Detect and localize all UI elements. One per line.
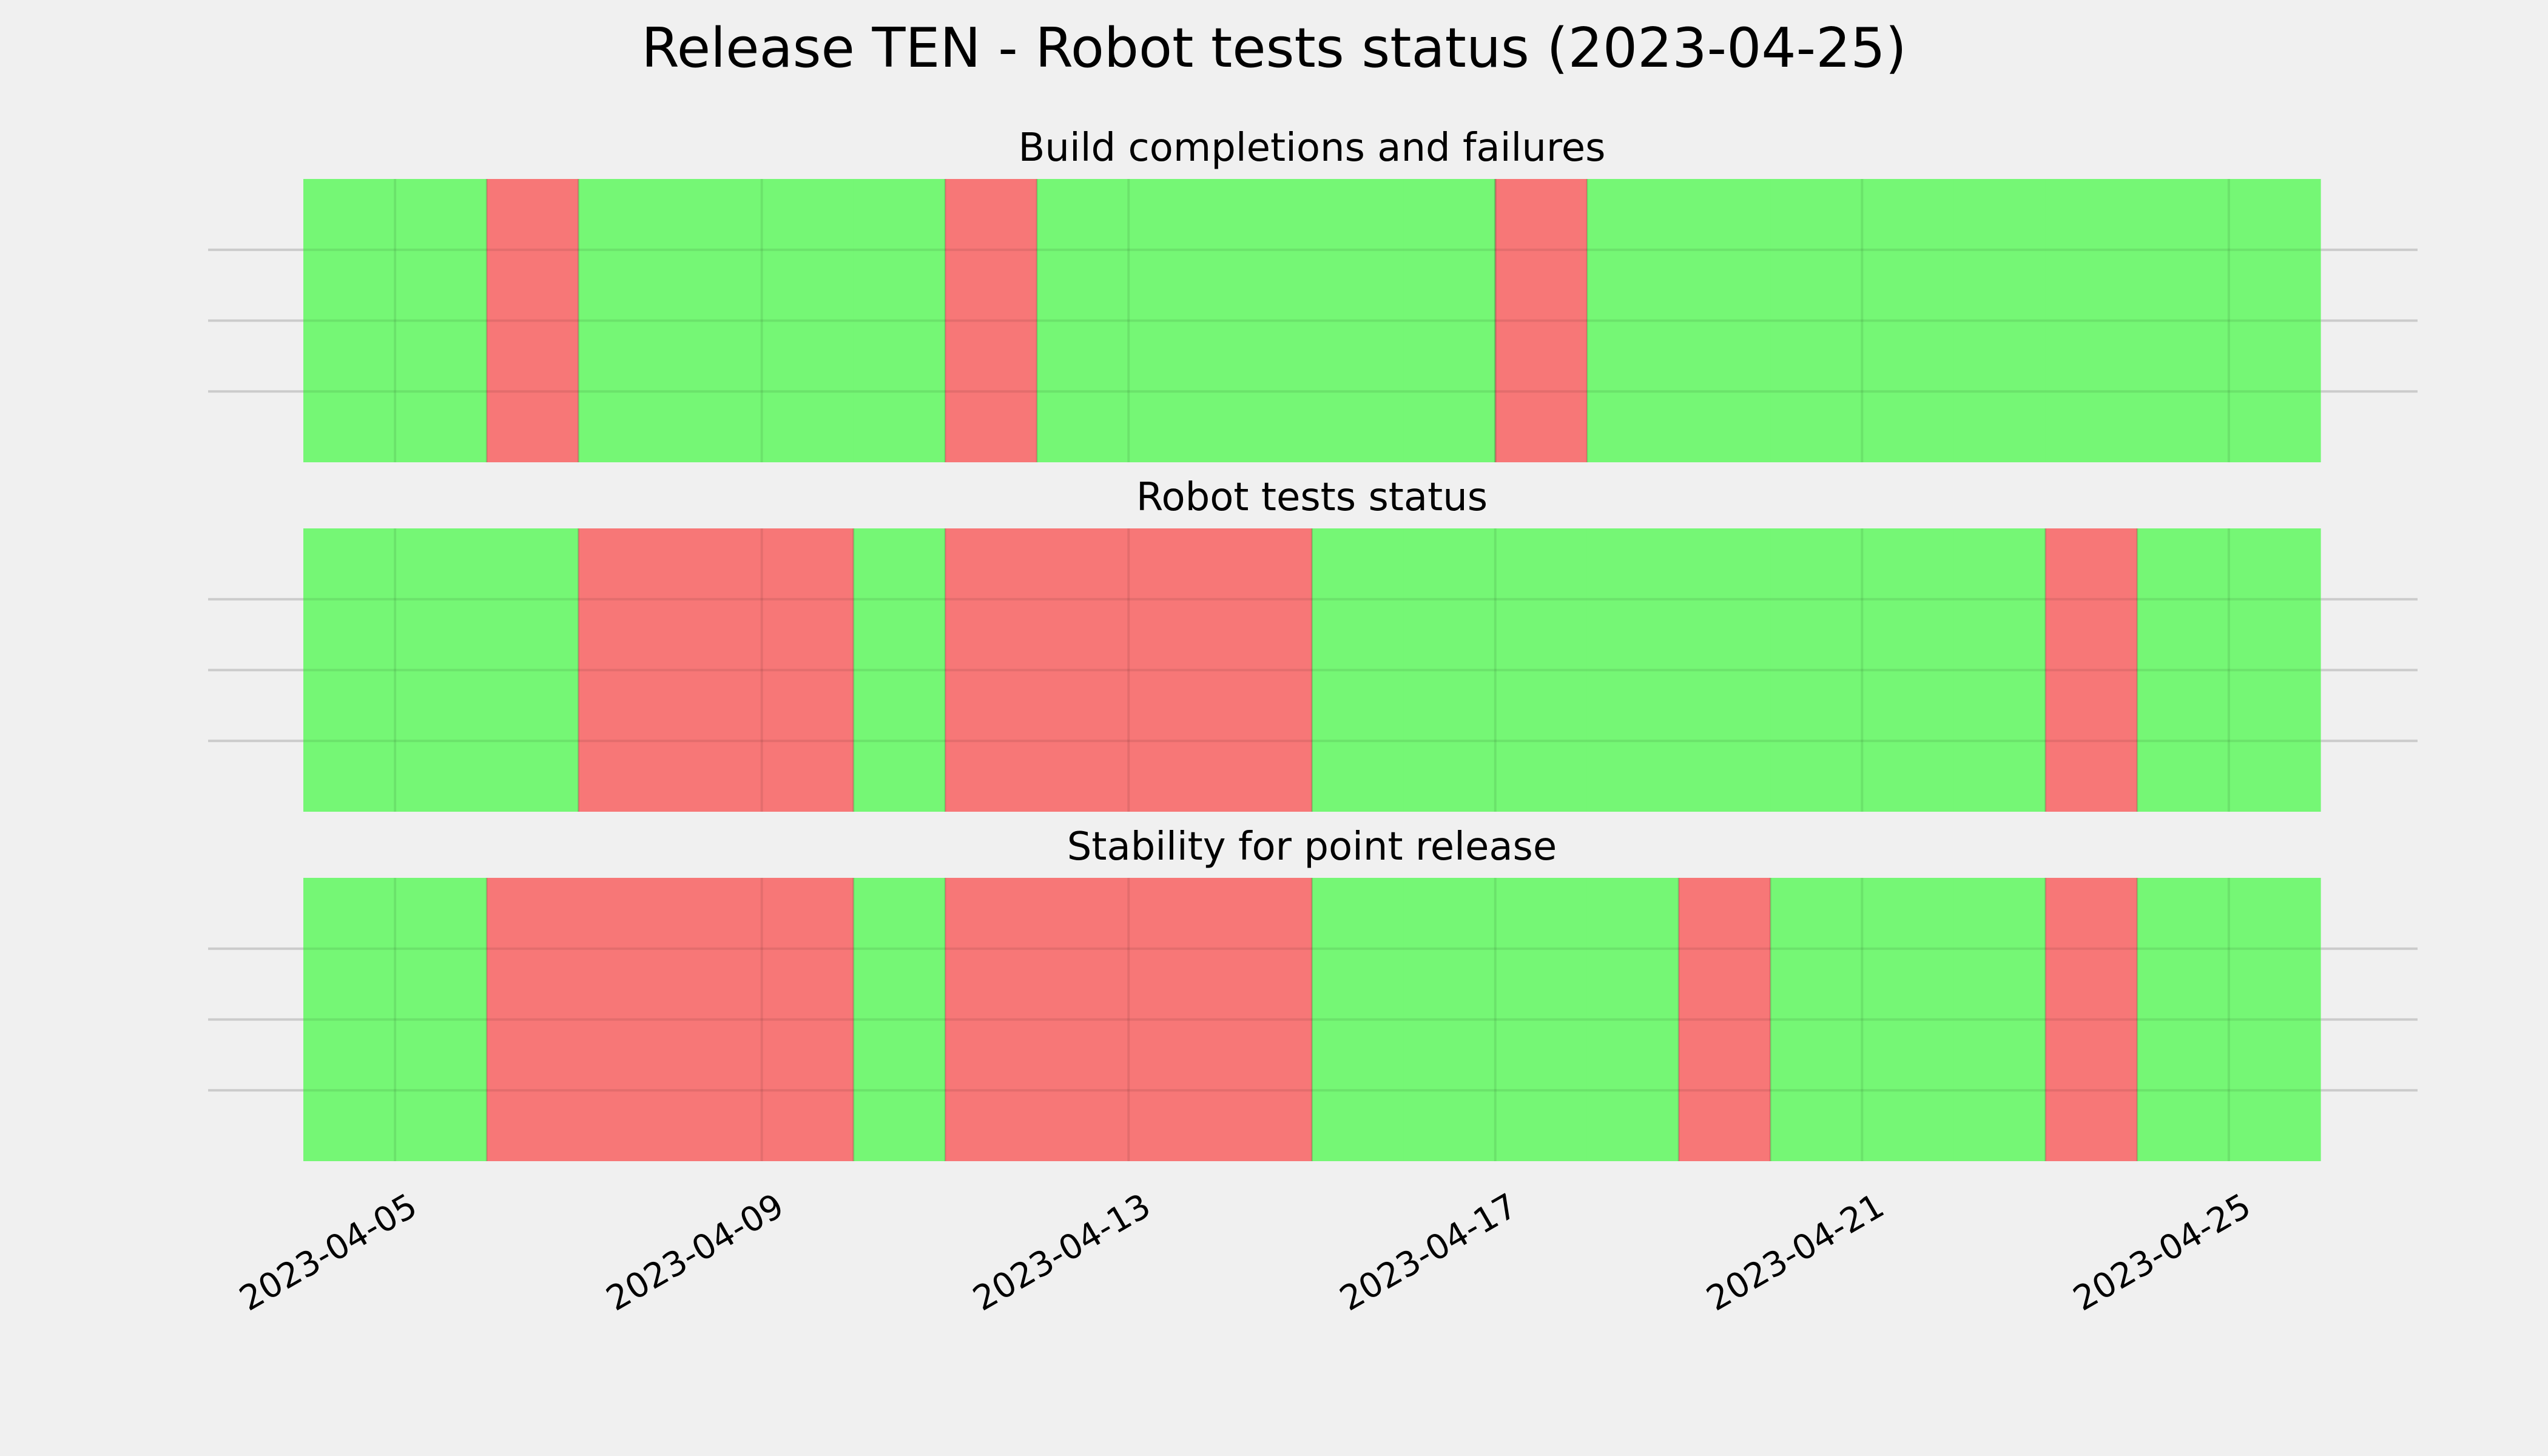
- day-bar-pass: [1403, 179, 1496, 462]
- day-bar-pass: [2137, 528, 2230, 812]
- panel-2: Robot tests status: [208, 475, 2418, 812]
- day-bar-fail: [1037, 528, 1129, 812]
- day-bar-pass: [1953, 528, 2046, 812]
- panel-title: Build completions and failures: [1019, 126, 1606, 170]
- day-bar-pass: [1679, 528, 1771, 812]
- day-bar-pass: [2137, 878, 2230, 1161]
- day-bar-pass: [1220, 179, 1313, 462]
- day-bar-pass: [1403, 528, 1496, 812]
- day-bar-fail: [1679, 878, 1771, 1161]
- day-bar-fail: [2045, 528, 2138, 812]
- day-bar-pass: [1862, 528, 1955, 812]
- day-bar-pass: [1586, 179, 1679, 462]
- panel-title: Robot tests status: [1136, 475, 1488, 520]
- day-bar-fail: [1220, 528, 1313, 812]
- day-bar-pass: [578, 179, 671, 462]
- day-bar-pass: [1128, 179, 1221, 462]
- day-bar-pass: [395, 528, 487, 812]
- chart-title: Release TEN - Robot tests status (2023-0…: [641, 16, 1907, 80]
- day-bar-pass: [303, 528, 396, 812]
- day-bar-pass: [303, 179, 396, 462]
- day-bar-pass: [1586, 878, 1679, 1161]
- day-bar-fail: [487, 179, 579, 462]
- day-bar-fail: [945, 878, 1037, 1161]
- day-bar-pass: [761, 179, 854, 462]
- day-bar-fail: [1037, 878, 1129, 1161]
- day-bar-fail: [761, 878, 854, 1161]
- day-bar-pass: [853, 528, 946, 812]
- day-bar-pass: [1862, 179, 1955, 462]
- chart-panels: Build completions and failures Robot test…: [208, 126, 2418, 1161]
- panel-title: Stability for point release: [1067, 824, 1557, 869]
- day-bar-pass: [2045, 179, 2138, 462]
- day-bar-pass: [2228, 179, 2321, 462]
- day-bar-pass: [2137, 179, 2230, 462]
- day-bar-pass: [1312, 179, 1404, 462]
- day-bar-pass: [1495, 528, 1588, 812]
- day-bar-pass: [1312, 528, 1404, 812]
- day-bar-pass: [1403, 878, 1496, 1161]
- day-bar-pass: [853, 179, 946, 462]
- day-bar-pass: [395, 878, 487, 1161]
- day-bar-pass: [1770, 179, 1862, 462]
- day-bar-fail: [1128, 528, 1221, 812]
- day-bar-fail: [670, 878, 763, 1161]
- day-bar-fail: [578, 878, 671, 1161]
- day-bar-pass: [1037, 179, 1129, 462]
- day-bar-fail: [670, 528, 763, 812]
- day-bar-pass: [1862, 878, 1955, 1161]
- day-bar-pass: [670, 179, 763, 462]
- day-bar-pass: [487, 528, 579, 812]
- day-bar-pass: [303, 878, 396, 1161]
- day-bar-fail: [2045, 878, 2138, 1161]
- day-bar-pass: [1495, 878, 1588, 1161]
- day-bar-fail: [945, 179, 1037, 462]
- panel-3: Stability for point release: [208, 824, 2418, 1161]
- panel-1: Build completions and failures: [208, 126, 2418, 462]
- day-bar-pass: [1679, 179, 1771, 462]
- day-bar-pass: [853, 878, 946, 1161]
- day-bar-pass: [1770, 528, 1862, 812]
- day-bar-pass: [2228, 878, 2321, 1161]
- day-bar-pass: [395, 179, 487, 462]
- day-bar-fail: [487, 878, 579, 1161]
- day-bar-pass: [1953, 179, 2046, 462]
- day-bar-pass: [1586, 528, 1679, 812]
- day-bar-pass: [1312, 878, 1404, 1161]
- day-bar-fail: [1220, 878, 1313, 1161]
- day-bar-fail: [1495, 179, 1588, 462]
- day-bar-fail: [761, 528, 854, 812]
- day-bar-fail: [1128, 878, 1221, 1161]
- day-bar-pass: [1953, 878, 2046, 1161]
- day-bar-pass: [2228, 528, 2321, 812]
- day-bar-pass: [1770, 878, 1862, 1161]
- day-bar-fail: [945, 528, 1037, 812]
- day-bar-fail: [578, 528, 671, 812]
